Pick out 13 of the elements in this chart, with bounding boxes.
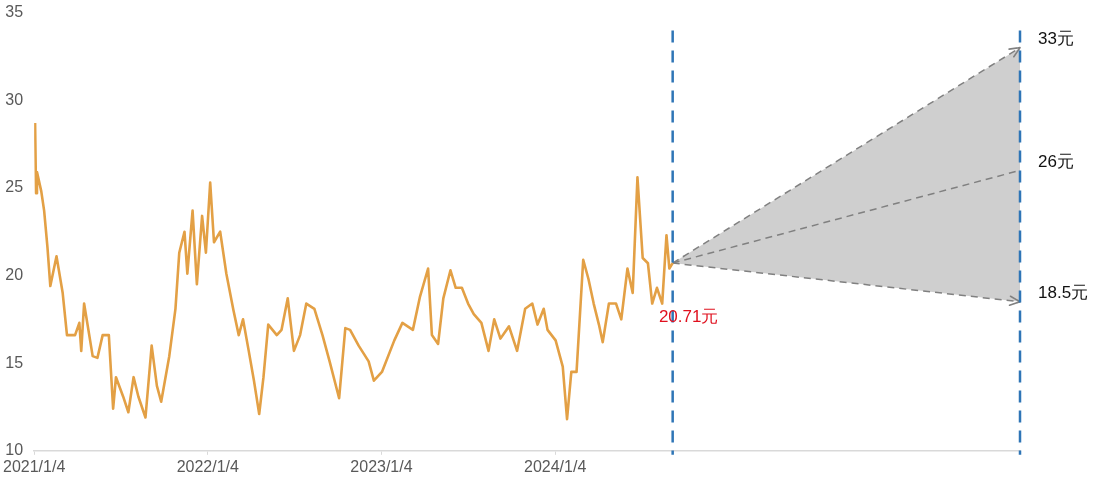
y-tick-label: 15: [5, 353, 24, 371]
x-tick-label: 2024/1/4: [524, 457, 587, 475]
y-tick-label: 35: [5, 3, 24, 21]
y-tick-label: 10: [5, 441, 24, 459]
x-tick-label: 2022/1/4: [176, 457, 240, 475]
x-tick-label: 2021/1/4: [3, 457, 66, 475]
annotation: 33元: [1038, 29, 1074, 49]
annotation: 26元: [1038, 152, 1074, 172]
y-tick-label: 25: [5, 178, 24, 196]
x-tick-label: 2023/1/4: [350, 457, 413, 475]
y-tick-label: 30: [5, 90, 24, 108]
annotation: 18.5元: [1038, 283, 1089, 303]
y-tick-label: 20: [5, 265, 24, 283]
